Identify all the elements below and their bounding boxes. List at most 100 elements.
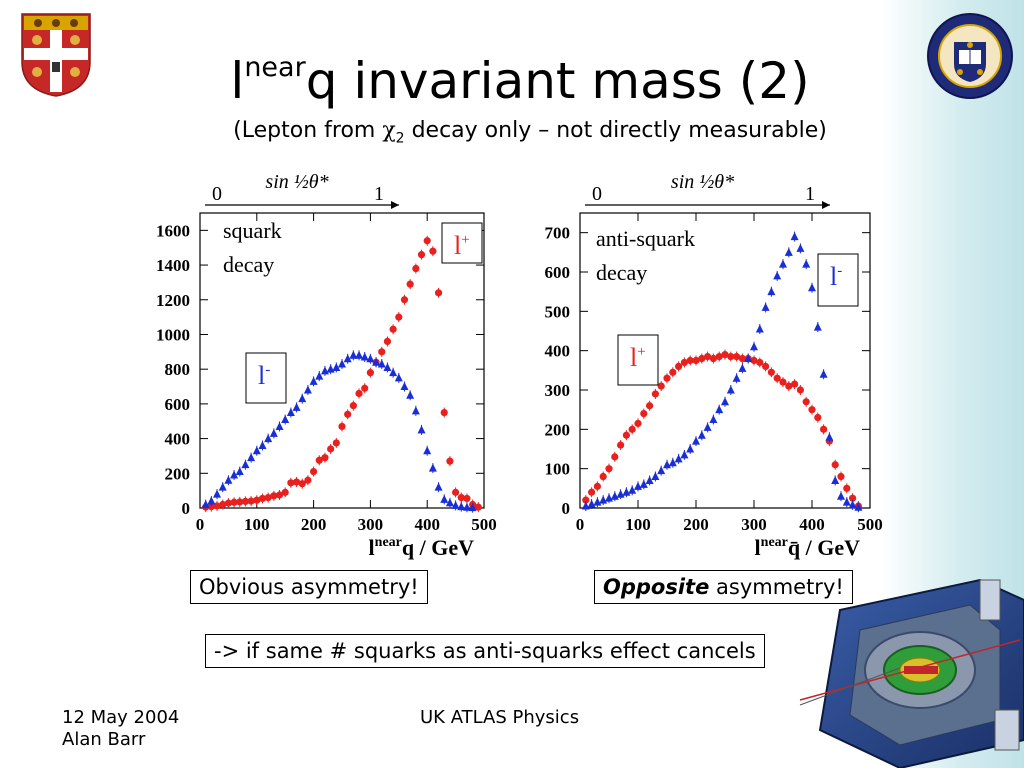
data-point-lminus <box>790 232 799 241</box>
y-tick-label: 400 <box>545 342 571 361</box>
data-point-lminus <box>264 434 273 443</box>
x-tick-label: 300 <box>741 515 767 534</box>
data-point-lminus <box>808 283 816 292</box>
y-tick-label: 400 <box>165 430 191 449</box>
y-tick-label: 800 <box>165 360 191 379</box>
data-point-lplus <box>434 289 443 297</box>
data-point-lplus <box>831 461 839 469</box>
data-point-lminus <box>837 491 845 500</box>
top-axis-tick-0: 0 <box>592 183 602 205</box>
data-point-lminus <box>394 373 403 382</box>
data-point-lplus <box>709 354 717 363</box>
data-point-lplus <box>773 374 781 382</box>
data-point-lminus <box>796 243 805 252</box>
data-point-lminus <box>201 500 210 509</box>
data-point-lplus <box>593 482 601 490</box>
data-point-lplus <box>675 362 683 370</box>
data-point-lplus <box>327 445 335 453</box>
data-point-lplus <box>628 425 636 433</box>
data-point-lminus <box>645 475 654 484</box>
data-point-lplus <box>406 280 414 288</box>
data-point-lplus <box>791 380 799 388</box>
data-point-lplus <box>355 389 363 398</box>
data-point-lplus <box>785 382 793 390</box>
y-tick-label: 100 <box>545 460 571 479</box>
x-tick-label: 100 <box>625 515 651 534</box>
top-axis-arrow <box>391 201 399 209</box>
data-point-lplus <box>820 425 828 433</box>
data-point-lplus <box>692 356 700 365</box>
data-point-lplus <box>738 354 746 363</box>
data-point-lminus <box>462 502 471 511</box>
data-point-lplus <box>332 439 340 447</box>
data-point-lplus <box>457 493 465 502</box>
atlas-detector-illustration <box>799 578 1024 768</box>
data-point-lminus <box>303 385 312 394</box>
data-point-lplus <box>837 472 845 481</box>
data-point-lminus <box>767 287 776 296</box>
oxford-seal-logo <box>927 13 1013 99</box>
data-point-lplus <box>715 352 723 361</box>
data-point-lplus <box>270 492 278 500</box>
y-tick-label: 0 <box>562 499 571 518</box>
x-tick-label: 200 <box>683 515 709 534</box>
data-point-lplus <box>224 499 232 507</box>
data-point-lminus <box>230 470 239 479</box>
data-point-lplus <box>796 386 804 394</box>
chart-annotation: anti-squark decay <box>596 226 695 285</box>
data-point-lplus <box>241 497 250 506</box>
data-point-lplus <box>704 352 712 361</box>
data-point-lminus <box>692 436 700 445</box>
data-point-lminus <box>269 428 278 437</box>
y-tick-label: 500 <box>545 302 571 321</box>
data-point-lplus <box>663 374 671 382</box>
data-point-lplus <box>213 502 221 510</box>
data-point-lplus <box>657 382 665 390</box>
data-point-lminus <box>298 394 307 403</box>
data-point-lplus <box>389 325 397 333</box>
data-point-lminus <box>235 467 244 476</box>
data-point-lplus <box>452 488 460 496</box>
data-point-lminus <box>813 322 822 331</box>
data-point-lplus <box>640 410 648 418</box>
data-point-lplus <box>646 402 654 410</box>
y-tick-label: 200 <box>545 420 571 439</box>
y-tick-label: 1200 <box>156 291 190 310</box>
data-point-lplus <box>304 476 312 484</box>
data-point-lplus <box>236 498 244 506</box>
data-point-lplus <box>727 352 735 361</box>
data-point-lminus <box>750 342 758 351</box>
data-point-lplus <box>669 368 677 376</box>
page-title: lnearq invariant mass (2) <box>230 52 810 110</box>
y-tick-label: 600 <box>165 395 191 414</box>
data-point-lminus <box>457 502 466 511</box>
data-point-lminus <box>854 502 863 511</box>
x-tick-label: 200 <box>301 515 327 534</box>
y-tick-label: 1000 <box>156 325 190 344</box>
data-point-lminus <box>686 444 695 453</box>
data-point-lplus <box>651 390 659 398</box>
data-point-lplus <box>338 422 346 431</box>
data-point-lminus <box>451 500 460 509</box>
data-point-lminus <box>703 422 712 431</box>
data-point-lminus <box>842 497 851 506</box>
data-point-lminus <box>715 405 724 414</box>
data-point-lplus <box>582 496 590 504</box>
data-point-lplus <box>721 351 729 359</box>
data-point-lplus <box>617 441 625 449</box>
data-point-lplus <box>599 472 607 481</box>
data-point-lplus <box>634 419 642 428</box>
data-point-lplus <box>378 348 386 356</box>
data-point-lminus <box>738 363 747 372</box>
data-point-lplus <box>344 410 352 418</box>
x-axis-label: lnearq / GeV <box>369 535 475 560</box>
data-point-lminus <box>343 354 352 363</box>
data-point-lminus <box>657 466 666 475</box>
data-point-lplus <box>750 356 758 365</box>
data-point-lplus <box>247 497 255 505</box>
data-point-lplus <box>429 247 437 255</box>
y-tick-label: 600 <box>545 263 571 282</box>
top-axis-tick-0: 0 <box>212 183 222 205</box>
data-point-lminus <box>247 453 256 462</box>
